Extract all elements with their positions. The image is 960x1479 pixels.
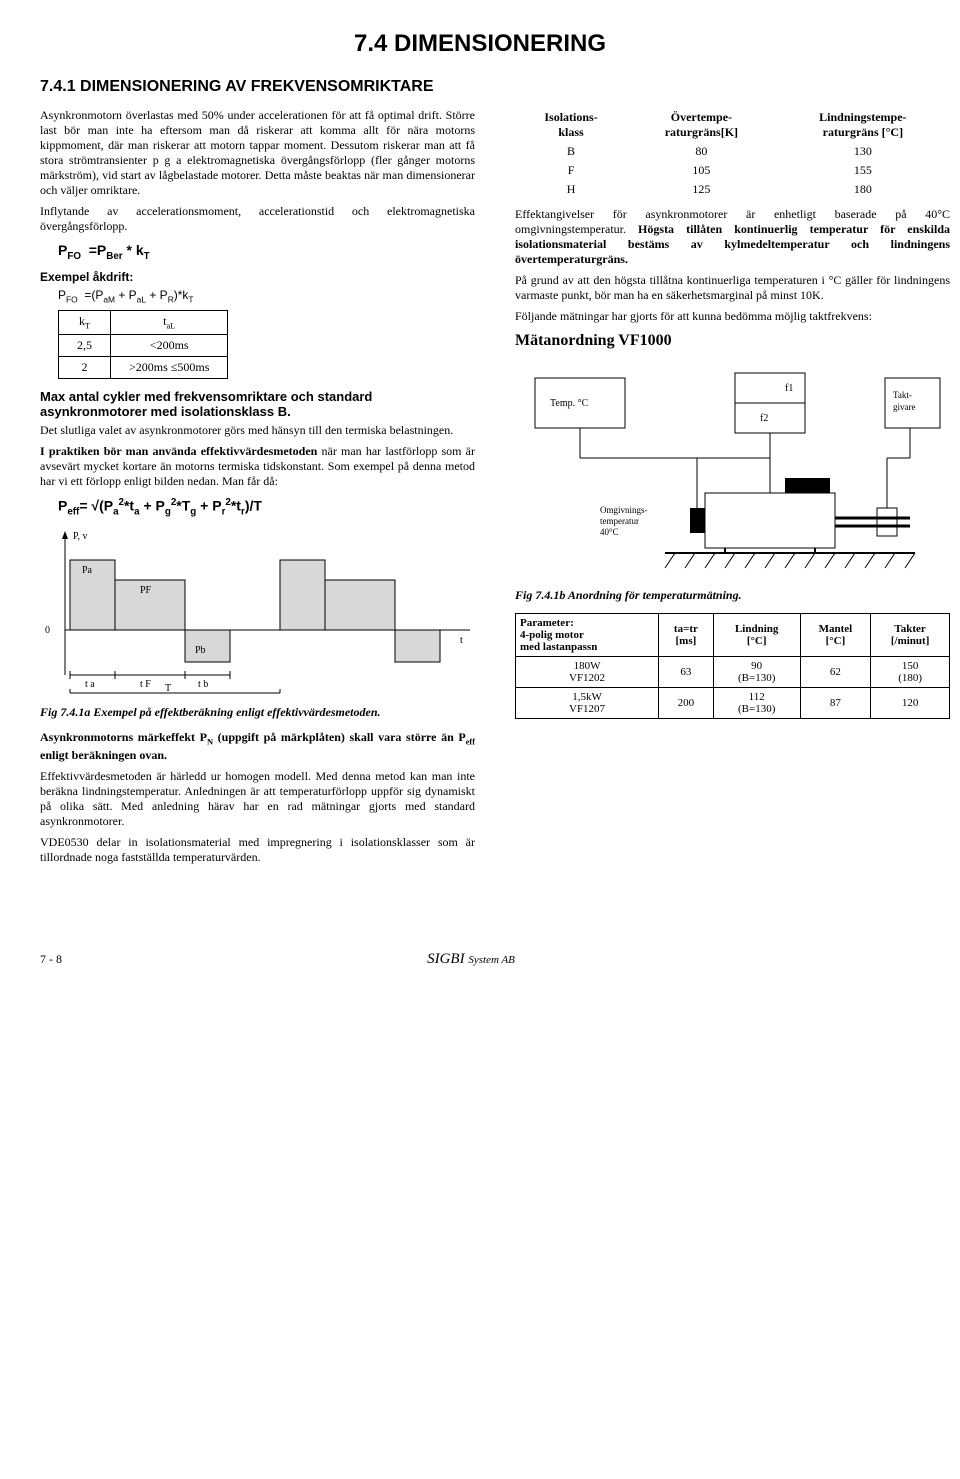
fig-a-tb: t b bbox=[198, 679, 208, 690]
param-header: Mantel[°C] bbox=[800, 614, 871, 657]
param-cell: 150(180) bbox=[871, 657, 950, 688]
kt-cell: <200ms bbox=[111, 334, 228, 356]
fig-a-T: T bbox=[165, 683, 171, 694]
fig-a-ta: t a bbox=[85, 679, 95, 690]
param-cell: 1,5kWVF1207 bbox=[516, 688, 659, 719]
para-7: VDE0530 delar in isolationsmaterial med … bbox=[40, 835, 475, 865]
right-column: Isolations-klass Övertempe-raturgräns[K]… bbox=[515, 108, 950, 871]
fig-b-caption: Fig 7.4.1b Anordning för temperaturmätni… bbox=[515, 588, 950, 603]
param-header: Lindning[°C] bbox=[713, 614, 800, 657]
para-5: Asynkronmotorns märkeffekt PN (uppgift p… bbox=[40, 730, 475, 763]
fig-a-t: t bbox=[460, 635, 463, 646]
iso-cell: F bbox=[515, 161, 627, 180]
iso-cell: 125 bbox=[627, 180, 776, 199]
param-cell: 87 bbox=[800, 688, 871, 719]
iso-header: Övertempe-raturgräns[K] bbox=[627, 108, 776, 142]
param-header: ta=tr[ms] bbox=[659, 614, 714, 657]
para-6: Effektivvärdesmetoden är härledd ur homo… bbox=[40, 769, 475, 829]
kt-cell: 2 bbox=[59, 356, 111, 378]
param-header: Takter[/minut] bbox=[871, 614, 950, 657]
isolation-table: Isolations-klass Övertempe-raturgräns[K]… bbox=[515, 108, 950, 199]
iso-header: Isolations-klass bbox=[515, 108, 627, 142]
fig-a-ylabel: P, v bbox=[73, 531, 87, 542]
sub-title: 7.4.1 DIMENSIONERING AV FREKVENSOMRIKTAR… bbox=[40, 78, 920, 96]
kt-header: kT bbox=[59, 311, 111, 334]
example-label: Exempel åkdrift: bbox=[40, 270, 475, 284]
para-1: Asynkronmotorn överlastas med 50% under … bbox=[40, 108, 475, 198]
param-cell: 112(B=130) bbox=[713, 688, 800, 719]
iso-cell: 105 bbox=[627, 161, 776, 180]
iso-cell: 130 bbox=[776, 142, 950, 161]
fig-a-pb: Pb bbox=[195, 645, 206, 656]
fig-a-pa: Pa bbox=[82, 565, 93, 576]
fig-b-takt1: Takt- bbox=[893, 390, 912, 400]
para-3: Det slutliga valet av asynkronmotorer gö… bbox=[40, 423, 475, 438]
fig-b-temp: Temp. °C bbox=[550, 398, 589, 409]
footer-brand: SIGBI System AB bbox=[427, 951, 515, 968]
kt-table: kT taL 2,5 <200ms 2 >200ms ≤500ms bbox=[58, 310, 228, 378]
kt-cell: 2,5 bbox=[59, 334, 111, 356]
iso-cell: B bbox=[515, 142, 627, 161]
iso-cell: 80 bbox=[627, 142, 776, 161]
para-r2: På grund av att den högsta tillåtna kont… bbox=[515, 273, 950, 303]
figure-a: P, v 0 t Pa PF Pb t a bbox=[40, 525, 475, 699]
param-cell: 90(B=130) bbox=[713, 657, 800, 688]
kt-cell: >200ms ≤500ms bbox=[111, 356, 228, 378]
param-cell: 180WVF1202 bbox=[516, 657, 659, 688]
para-r3: Följande mätningar har gjorts för att ku… bbox=[515, 309, 950, 324]
param-cell: 63 bbox=[659, 657, 714, 688]
fig-b-f1: f1 bbox=[785, 383, 793, 394]
left-column: Asynkronmotorn överlastas med 50% under … bbox=[40, 108, 475, 871]
fig-b-takt2: givare bbox=[893, 402, 916, 412]
para-4-bold: I praktiken bör man använda effektivvärd… bbox=[40, 444, 317, 458]
page-number: 7 - 8 bbox=[40, 952, 62, 967]
param-cell: 120 bbox=[871, 688, 950, 719]
fig-a-zero: 0 bbox=[45, 625, 50, 636]
iso-cell: H bbox=[515, 180, 627, 199]
fig-b-env1: Omgivnings- bbox=[600, 505, 648, 515]
tal-header: taL bbox=[111, 311, 228, 334]
matanordning-title: Mätanordning VF1000 bbox=[515, 332, 950, 350]
param-cell: 200 bbox=[659, 688, 714, 719]
iso-cell: 155 bbox=[776, 161, 950, 180]
para-4: I praktiken bör man använda effektivvärd… bbox=[40, 444, 475, 489]
fig-b-f2: f2 bbox=[760, 413, 768, 424]
para-2: Inflytande av accelerationsmoment, accel… bbox=[40, 204, 475, 234]
main-title: 7.4 DIMENSIONERING bbox=[40, 30, 920, 58]
fig-a-caption: Fig 7.4.1a Exempel på effektberäkning en… bbox=[40, 705, 475, 720]
formula-peff: Peff= √(Pa2*ta + Pg2*Tg + Pr2*tr)/T bbox=[58, 497, 475, 517]
iso-header: Lindningstempe-raturgräns [°C] bbox=[776, 108, 950, 142]
fig-b-env3: 40°C bbox=[600, 527, 619, 537]
figure-b: Temp. °C f1 f2 Takt- givare Omgivnings- … bbox=[515, 358, 950, 582]
param-cell: 62 bbox=[800, 657, 871, 688]
param-header: Parameter:4-polig motormed lastanpassn bbox=[516, 614, 659, 657]
fig-a-pf: PF bbox=[140, 585, 152, 596]
fig-b-env2: temperatur bbox=[600, 516, 639, 526]
page-footer: 7 - 8 SIGBI System AB bbox=[40, 951, 920, 968]
fig-a-tF: t F bbox=[140, 679, 151, 690]
parameter-table: Parameter:4-polig motormed lastanpassn t… bbox=[515, 613, 950, 719]
para-r1: Effektangivelser för asynkronmotorer är … bbox=[515, 207, 950, 267]
section-title: Max antal cykler med frekvensomriktare o… bbox=[40, 389, 475, 419]
formula-pfo: PFO =PBer * kT bbox=[58, 242, 475, 262]
formula-example: PFO =(PaM + PaL + PR)*kT bbox=[58, 288, 475, 304]
iso-cell: 180 bbox=[776, 180, 950, 199]
